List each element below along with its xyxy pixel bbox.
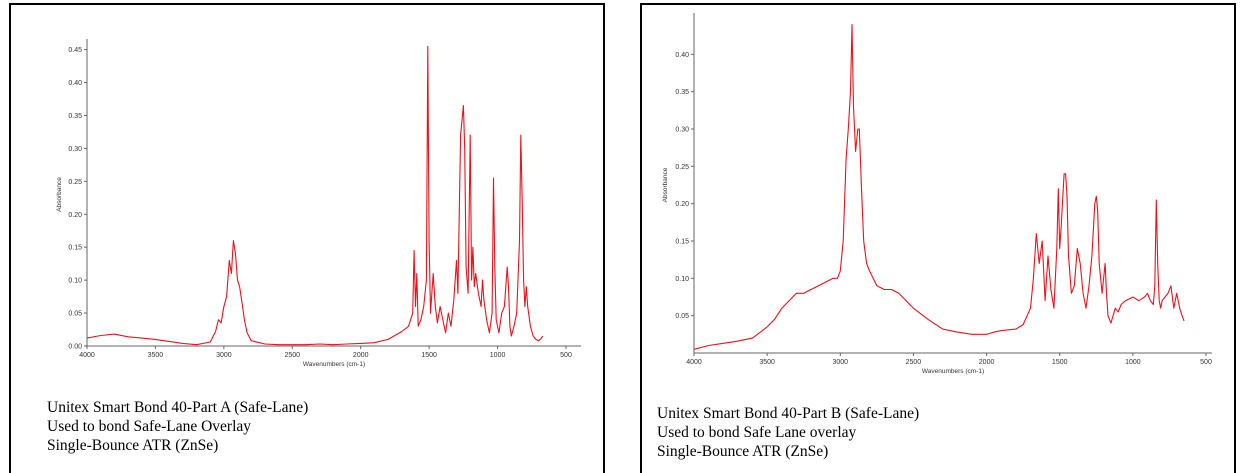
y-tick-label: 0.30 (68, 146, 82, 153)
x-tick-label: 500 (1200, 359, 1212, 366)
y-tick-label: 0.00 (68, 344, 82, 351)
spectrum-chart-b: 0.05 0.10 0.15 0.20 0.25 0.30 0.35 0.40 4000 3500… (662, 13, 1212, 375)
x-tick-label: 3500 (148, 352, 164, 359)
y-tick-label: 0.10 (675, 276, 689, 283)
y-tick-label: 0.25 (68, 179, 82, 186)
caption-b-line-1: Unitex Smart Bond 40-Part B (Safe-Lane) (657, 405, 920, 422)
y-tick-label: 0.40 (68, 80, 82, 87)
caption-b: Unitex Smart Bond 40-Part B (Safe-Lane) … (657, 404, 919, 461)
x-tick-label: 4000 (79, 352, 95, 359)
y-tick-label: 0.35 (675, 89, 689, 96)
y-tick-label: 0.10 (68, 278, 82, 285)
y-tick-label: 0.05 (675, 313, 689, 320)
y-axis-label: Absorbance (56, 177, 63, 212)
spectrum-chart-a: 0.00 0.05 0.10 0.15 0.20 0.25 0.30 0.35 0.40 0.45… (56, 39, 581, 368)
spectrum-panel-b: 0.05 0.10 0.15 0.20 0.25 0.30 0.35 0.40 4000 3500… (640, 3, 1236, 473)
y-tick-label: 0.15 (68, 245, 82, 252)
y-tick-label: 0.40 (675, 52, 689, 59)
x-tick-label: 1500 (1052, 359, 1068, 366)
caption-a: Unitex Smart Bond 40-Part A (Safe-Lane) … (47, 398, 308, 455)
caption-b-line-3: Single-Bounce ATR (ZnSe) (657, 443, 829, 460)
caption-a-line-3: Single-Bounce ATR (ZnSe) (47, 437, 219, 454)
x-tick-label: 2000 (353, 352, 369, 359)
x-tick-label: 500 (560, 352, 572, 359)
x-tick-label: 1500 (421, 352, 437, 359)
y-tick-label: 0.15 (675, 239, 689, 246)
x-tick-label: 2500 (284, 352, 300, 359)
spectrum-panel-a: 0.00 0.05 0.10 0.15 0.20 0.25 0.30 0.35 0.40 0.45… (9, 3, 605, 473)
x-tick-label: 3000 (216, 352, 232, 359)
caption-a-line-2: Used to bond Safe-Lane Overlay (47, 418, 252, 435)
y-tick-label: 0.05 (68, 311, 82, 318)
x-tick-label: 4000 (686, 359, 702, 366)
y-tick-label: 0.20 (68, 212, 82, 219)
x-tick-label: 1000 (490, 352, 506, 359)
x-tick-label: 1000 (1125, 359, 1141, 366)
caption-b-line-2: Used to bond Safe Lane overlay (657, 424, 857, 441)
x-tick-label: 2000 (979, 359, 995, 366)
y-axis-label: Absorbance (662, 167, 669, 202)
y-tick-label: 0.35 (68, 113, 82, 120)
x-tick-label: 3000 (832, 359, 848, 366)
x-axis-label: Wavenumbers (cm-1) (922, 368, 984, 375)
caption-a-line-1: Unitex Smart Bond 40-Part A (Safe-Lane) (47, 399, 309, 416)
y-tick-label: 0.30 (675, 127, 689, 134)
y-tick-label: 0.45 (68, 47, 82, 54)
y-tick-label: 0.20 (675, 201, 689, 208)
spectrum-line (86, 45, 544, 346)
y-tick-label: 0.25 (675, 164, 689, 171)
x-tick-label: 3500 (759, 359, 775, 366)
spectrum-line (693, 23, 1185, 350)
x-axis-label: Wavenumbers (cm-1) (303, 361, 365, 368)
x-tick-label: 2500 (906, 359, 922, 366)
